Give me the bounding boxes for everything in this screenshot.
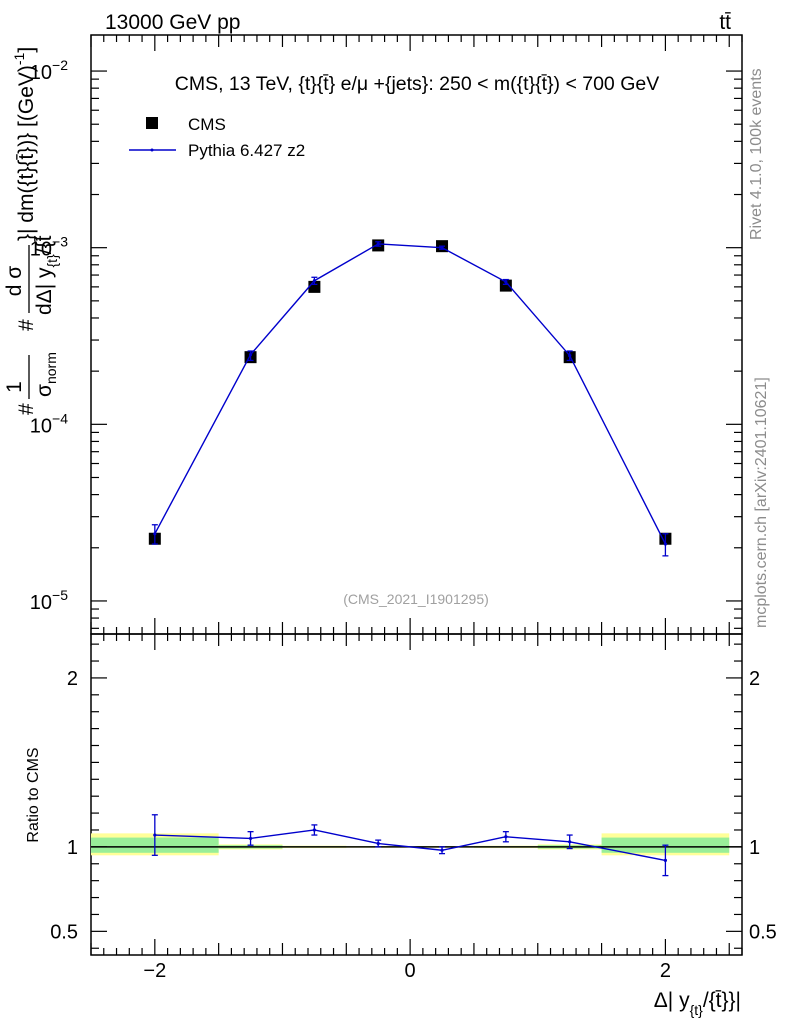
header-right: tt̄ — [719, 11, 731, 34]
ratio-axis-ticks — [90, 634, 743, 955]
ratio-series-line — [154, 829, 666, 862]
xtick-label-0: 0 — [405, 960, 416, 982]
ratio-point — [376, 841, 380, 846]
ytick-label-1e-5: 10−5 — [30, 587, 68, 614]
xtick-label-2: 2 — [660, 960, 671, 982]
xtick-label-neg2: −2 — [143, 960, 166, 982]
ratio-ytick-label-2-right: 2 — [749, 668, 760, 690]
ylabel-hash2: # — [15, 319, 38, 331]
ratio-ytick-label-1-left: 1 — [67, 837, 78, 859]
ytick-exp: −3 — [52, 234, 68, 250]
ytick-exp: −5 — [52, 587, 68, 603]
ytick-exp: −4 — [52, 410, 68, 426]
ratio-point — [568, 840, 572, 844]
svg-text:#: # — [15, 403, 38, 415]
pythia-point — [248, 353, 253, 357]
main-ylabel: # 1 σnorm # d σ dΔ| y{t}/{t̄ }| dm({t}{t… — [3, 47, 60, 415]
ytick-base: 10 — [30, 592, 52, 614]
ratio-ytick-label-2-left: 2 — [67, 668, 78, 690]
ytick-base: 10 — [30, 415, 52, 437]
legend-marker-cms — [146, 117, 158, 129]
ratio-ytick-labels: 2 1 0.5 2 1 0.5 — [50, 668, 777, 943]
ratio-series — [151, 814, 669, 877]
ylabel-sigma: σ — [33, 384, 56, 397]
ylabel-dsigma-num: d σ — [3, 266, 26, 297]
ratio-point — [153, 833, 157, 837]
ylabel-norm: norm — [43, 352, 59, 384]
ylabel-right: }| dm({t}{t̄})} [(GeV) — [15, 65, 38, 241]
ytick-base: 10 — [30, 239, 52, 261]
xtick-labels: −2 0 2 — [143, 960, 671, 982]
svg-text:#: # — [15, 319, 38, 331]
legend-label-pythia: Pythia 6.427 z2 — [188, 141, 305, 160]
ratio-panel-frame — [90, 633, 743, 956]
svg-text:dΔ| y{t}/{t̄: dΔ| y{t}/{t̄ — [33, 235, 60, 315]
ylabel-close: ] — [15, 47, 38, 53]
legend: CMS Pythia 6.427 z2 — [129, 115, 305, 160]
xlabel: Δ| y{t}/{t̄}}| — [654, 989, 741, 1018]
svg-text:d σ: d σ — [3, 266, 26, 297]
pythia-point — [312, 279, 316, 283]
ratio-point — [312, 828, 316, 832]
svg-text:}| dm({t}{t̄})} [(GeV)-1]: }| dm({t}{t̄})} [(GeV)-1] — [11, 47, 38, 241]
ytick-label-1e-3: 10−3 — [30, 234, 68, 261]
source-label: mcplots.cern.ch [arXiv:2401.10621] — [753, 377, 770, 628]
ylabel-exp: -1 — [11, 52, 27, 65]
ylabel-sub-t: {t} — [44, 254, 60, 268]
pythia-point — [504, 280, 508, 284]
pythia-point — [440, 246, 444, 250]
cms-data-point — [499, 279, 512, 292]
pythia-point — [153, 532, 157, 536]
header-left: 13000 GeV pp — [105, 11, 240, 34]
svg-text:1: 1 — [3, 381, 26, 393]
pythia-series-line — [154, 243, 667, 545]
main-series — [148, 239, 672, 557]
ylabel-one: 1 — [3, 381, 26, 393]
main-ytick-labels: 10−2 10−3 10−4 10−5 — [30, 57, 68, 614]
ytick-label-1e-4: 10−4 — [30, 410, 68, 437]
ytick-base: 10 — [30, 62, 52, 84]
ratio-ytick-label-0.5-left: 0.5 — [50, 921, 78, 943]
ratio-point — [504, 835, 508, 839]
xlabel-tail: /{t̄}}| — [703, 989, 741, 1012]
legend-marker-pythia — [150, 148, 154, 152]
ytick-label-1e-2: 10−2 — [30, 57, 68, 84]
ratio-point — [440, 848, 444, 852]
svg-text:σnorm: σnorm — [33, 352, 59, 397]
pythia-point — [376, 242, 380, 246]
analysis-watermark: (CMS_2021_I1901295) — [343, 591, 489, 607]
xlabel-main: Δ| y — [654, 989, 690, 1012]
pythia-point — [568, 353, 572, 358]
ratio-ylabel: Ratio to CMS — [25, 747, 42, 842]
ratio-ytick-label-1-right: 1 — [749, 837, 760, 859]
ylabel-hash: # — [15, 403, 38, 415]
legend-label-cms: CMS — [188, 115, 226, 134]
ratio-point — [248, 836, 253, 841]
ylabel-den-tail: /{t̄ — [33, 235, 56, 254]
xlabel-sub: {t} — [690, 1002, 704, 1018]
main-axis-ticks — [90, 35, 743, 634]
ratio-ytick-label-0.5-right: 0.5 — [749, 921, 777, 943]
ytick-exp: −2 — [52, 57, 68, 73]
chart-title: CMS, 13 TeV, {t}{t̄} e/μ +{jets}: 250 < … — [175, 73, 659, 95]
ratio-point — [663, 858, 668, 862]
rivet-label: Rivet 4.1.0, 100k events — [748, 68, 765, 240]
ylabel-dsigma-den: dΔ| y — [33, 267, 56, 315]
pythia-point — [663, 542, 668, 546]
